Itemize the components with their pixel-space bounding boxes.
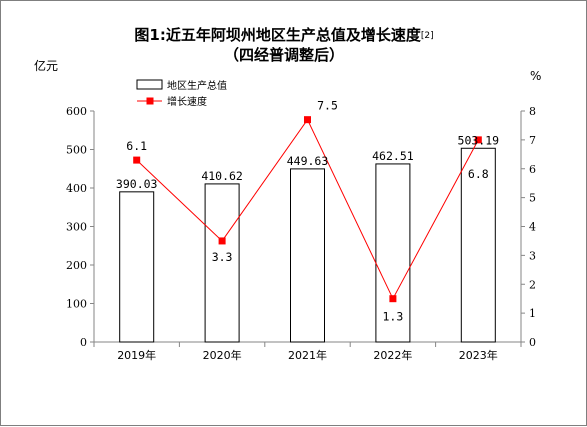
gdp-bar-label: 410.62 <box>201 169 243 183</box>
y-right-tick-label: 7 <box>529 134 536 147</box>
growth-marker <box>474 136 482 144</box>
x-tick-label: 2019年 <box>117 348 156 362</box>
gdp-bar <box>460 147 496 343</box>
axes: 0 100 200 300 400 500 600 0 1 2 3 4 5 6 7 8 2019年 2020年 20… <box>66 105 536 362</box>
y-right-tick-label: 4 <box>529 221 536 234</box>
gdp-bar <box>119 191 155 343</box>
gdp-bar-label: 462.51 <box>372 149 414 163</box>
gdp-bar <box>204 183 240 343</box>
y-right-tick-label: 2 <box>529 278 536 291</box>
y-right-tick-label: 1 <box>529 307 536 320</box>
growth-label: 6.1 <box>126 139 147 153</box>
gdp-bar-label: 449.63 <box>287 154 329 168</box>
y-left-tick-label: 400 <box>66 182 87 195</box>
y-left-tick-label: 500 <box>66 144 87 157</box>
legend-bar-swatch <box>136 79 163 90</box>
x-tick-label: 2020年 <box>203 348 242 362</box>
growth-marker <box>133 156 141 164</box>
chart-title-note: [2] <box>421 31 434 41</box>
growth-marker <box>218 237 226 245</box>
gdp-bar-label: 390.03 <box>116 177 158 191</box>
growth-label: 1.3 <box>383 310 404 324</box>
growth-label: 7.5 <box>317 99 338 113</box>
y-right-tick-label: 3 <box>529 249 536 262</box>
x-tick-label: 2021年 <box>288 348 327 362</box>
growth-marker <box>389 295 397 303</box>
y-left-unit: 亿元 <box>34 58 58 73</box>
y-left-tick-label: 200 <box>66 259 87 272</box>
legend-line-label: 增长速度 <box>167 95 207 108</box>
y-right-tick-label: 0 <box>529 336 536 349</box>
data-labels: 390.03 410.62 449.63 462.51 503.19 6.1 3.3 7.5 1… <box>116 99 499 324</box>
growth-marker <box>304 116 311 124</box>
chart-subtitle: （四经普调整后） <box>224 46 344 64</box>
y-right-unit: % <box>530 69 541 83</box>
y-left-tick-label: 300 <box>66 221 87 234</box>
chart-title: 图1:近五年阿坝州地区生产总值及增长速度[2] <box>134 26 433 44</box>
legend: 地区生产总值 增长速度 <box>136 79 227 108</box>
y-left-tick-label: 100 <box>66 298 87 311</box>
growth-label: 3.3 <box>212 250 233 264</box>
x-tick-label: 2022年 <box>373 348 412 362</box>
bars <box>119 147 496 343</box>
chart-title-text: 图1:近五年阿坝州地区生产总值及增长速度 <box>134 26 421 44</box>
y-right-tick-label: 6 <box>529 163 536 176</box>
y-left-tick-label: 600 <box>66 105 87 118</box>
x-tick-label: 2023年 <box>459 348 498 362</box>
y-right-tick-label: 5 <box>529 192 536 205</box>
legend-bar-label: 地区生产总值 <box>167 79 227 92</box>
gdp-bar <box>290 168 325 343</box>
gdp-bar-label: 503.19 <box>458 133 500 147</box>
legend-line-marker <box>146 97 154 105</box>
growth-label: 6.8 <box>468 167 489 181</box>
gdp-bar <box>375 163 411 343</box>
y-left-tick-label: 0 <box>80 336 87 349</box>
growth-line <box>133 116 482 303</box>
y-right-tick-label: 8 <box>529 105 536 118</box>
